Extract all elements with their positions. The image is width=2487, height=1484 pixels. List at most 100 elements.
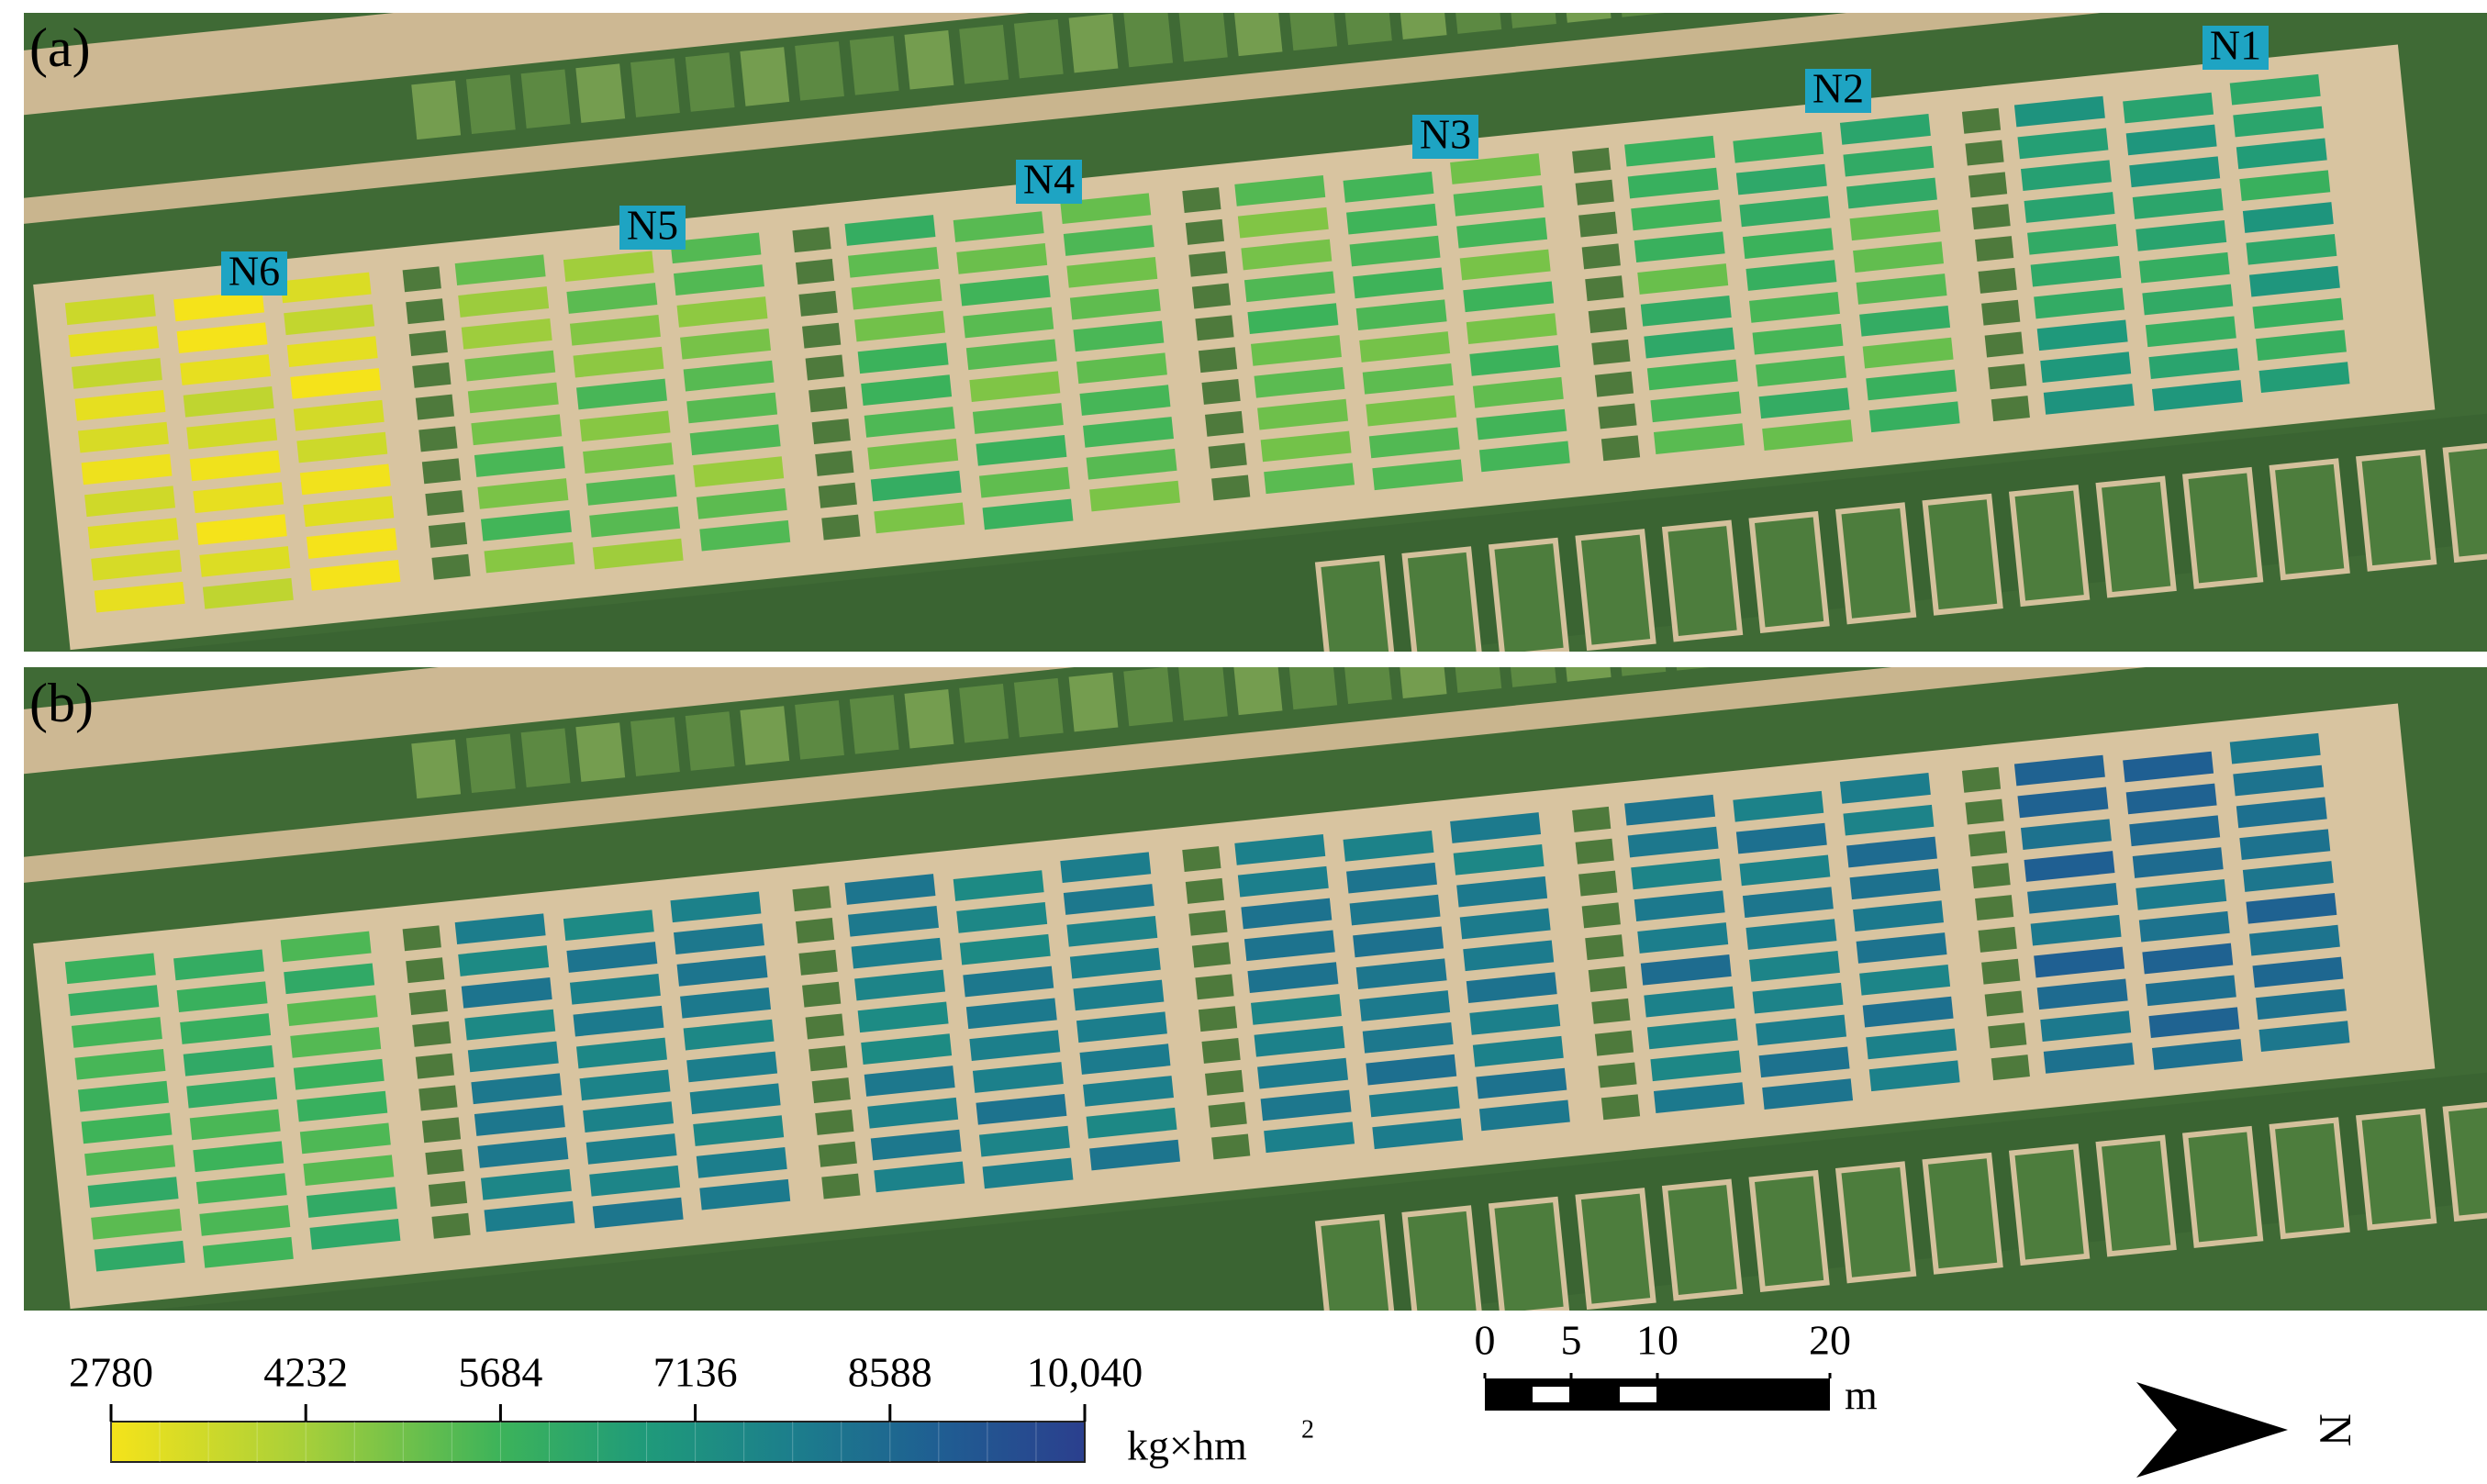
plot xyxy=(1344,861,1439,895)
neighbor-plot xyxy=(1661,1178,1744,1301)
guard-row xyxy=(431,553,471,580)
guard-row xyxy=(418,426,458,452)
plot xyxy=(965,997,1058,1031)
plot xyxy=(856,341,950,375)
plot xyxy=(83,485,177,519)
plot xyxy=(1745,259,1838,292)
plot xyxy=(1263,1121,1356,1155)
plot xyxy=(1075,1010,1168,1044)
plot xyxy=(578,409,672,443)
plot xyxy=(1645,1017,1739,1051)
neighbor-plot xyxy=(1123,667,1174,727)
plot xyxy=(672,922,766,956)
plot xyxy=(965,338,1058,372)
plot xyxy=(175,321,269,355)
plot xyxy=(1639,294,1733,328)
plot xyxy=(182,1043,275,1077)
plot xyxy=(698,1177,792,1211)
guard-row xyxy=(408,989,448,1015)
plot xyxy=(675,954,769,987)
plot xyxy=(2235,137,2328,171)
plot xyxy=(1246,961,1340,995)
plot xyxy=(479,508,573,542)
neighbor-plot xyxy=(2008,485,2091,608)
plot xyxy=(669,231,763,265)
guard-row xyxy=(1975,236,2014,262)
plot xyxy=(2035,318,2129,352)
guard-row xyxy=(811,418,851,445)
plot xyxy=(669,890,763,924)
plot xyxy=(2033,945,2126,979)
plot xyxy=(195,1172,288,1206)
plot xyxy=(1643,985,1736,1019)
plot xyxy=(2035,977,2129,1011)
plot xyxy=(1626,166,1720,200)
plot xyxy=(289,366,383,400)
plot xyxy=(952,869,1045,902)
guard-row xyxy=(1191,942,1232,968)
plot xyxy=(1236,206,1330,240)
guard-row xyxy=(1585,934,1624,961)
neighbor-plot xyxy=(630,58,680,117)
neighbor-plot xyxy=(740,47,790,106)
plot xyxy=(2016,127,2110,161)
plot xyxy=(1371,1117,1465,1151)
field xyxy=(24,667,2487,1311)
plot xyxy=(1348,893,1442,927)
plot xyxy=(1452,842,1545,876)
plot xyxy=(958,273,1052,307)
plot xyxy=(1249,334,1344,367)
plot xyxy=(1851,899,1946,933)
plot xyxy=(2033,286,2126,320)
plot xyxy=(846,904,941,938)
plot xyxy=(1732,130,1825,164)
plot xyxy=(296,1089,389,1123)
neighbor-plot xyxy=(1452,13,1502,34)
neighbor-plot xyxy=(1922,493,2003,616)
group-label-box xyxy=(1805,69,1871,113)
guard-row xyxy=(1575,179,1614,206)
neighbor-plot xyxy=(1314,554,1397,652)
plot xyxy=(981,1156,1075,1190)
guard-row xyxy=(815,450,854,476)
plot xyxy=(572,345,665,379)
plot xyxy=(1623,134,1717,168)
scale-bar-segment xyxy=(1533,1387,1569,1402)
plot xyxy=(975,1092,1068,1126)
plot xyxy=(2150,379,2244,412)
guard-row xyxy=(1201,379,1241,405)
neighbor-plot xyxy=(1314,1213,1397,1311)
plot xyxy=(473,445,566,479)
plot xyxy=(853,309,947,343)
plot xyxy=(853,968,947,1002)
plot xyxy=(185,417,279,451)
plot xyxy=(869,1128,963,1162)
neighbor-plot xyxy=(1488,537,1570,652)
neighbor-plot xyxy=(904,689,954,749)
plot xyxy=(86,517,180,550)
guard-row xyxy=(1205,1069,1244,1096)
neighbor-plot xyxy=(1507,13,1556,28)
plot xyxy=(574,1036,669,1070)
group-label: N3 xyxy=(1420,111,1471,158)
plot xyxy=(1838,771,1932,805)
plot xyxy=(1253,1024,1346,1058)
neighbor-plot xyxy=(575,63,626,123)
plot xyxy=(1842,803,1935,837)
plot xyxy=(2258,361,2351,395)
plot xyxy=(1465,312,1558,346)
colorbar-tick-label: 10,040 xyxy=(1027,1349,1143,1396)
guard-row xyxy=(818,1141,857,1167)
plot xyxy=(185,1076,279,1110)
plot xyxy=(2039,1010,2133,1043)
plot xyxy=(866,1096,960,1130)
plot xyxy=(2128,155,2222,189)
plot xyxy=(63,293,157,327)
neighbor-plot xyxy=(1013,18,1064,79)
neighbor-plot xyxy=(795,41,844,101)
plot xyxy=(2150,1038,2244,1071)
plot xyxy=(1465,971,1558,1005)
guard-row xyxy=(1991,396,2030,422)
plot xyxy=(2141,283,2235,317)
